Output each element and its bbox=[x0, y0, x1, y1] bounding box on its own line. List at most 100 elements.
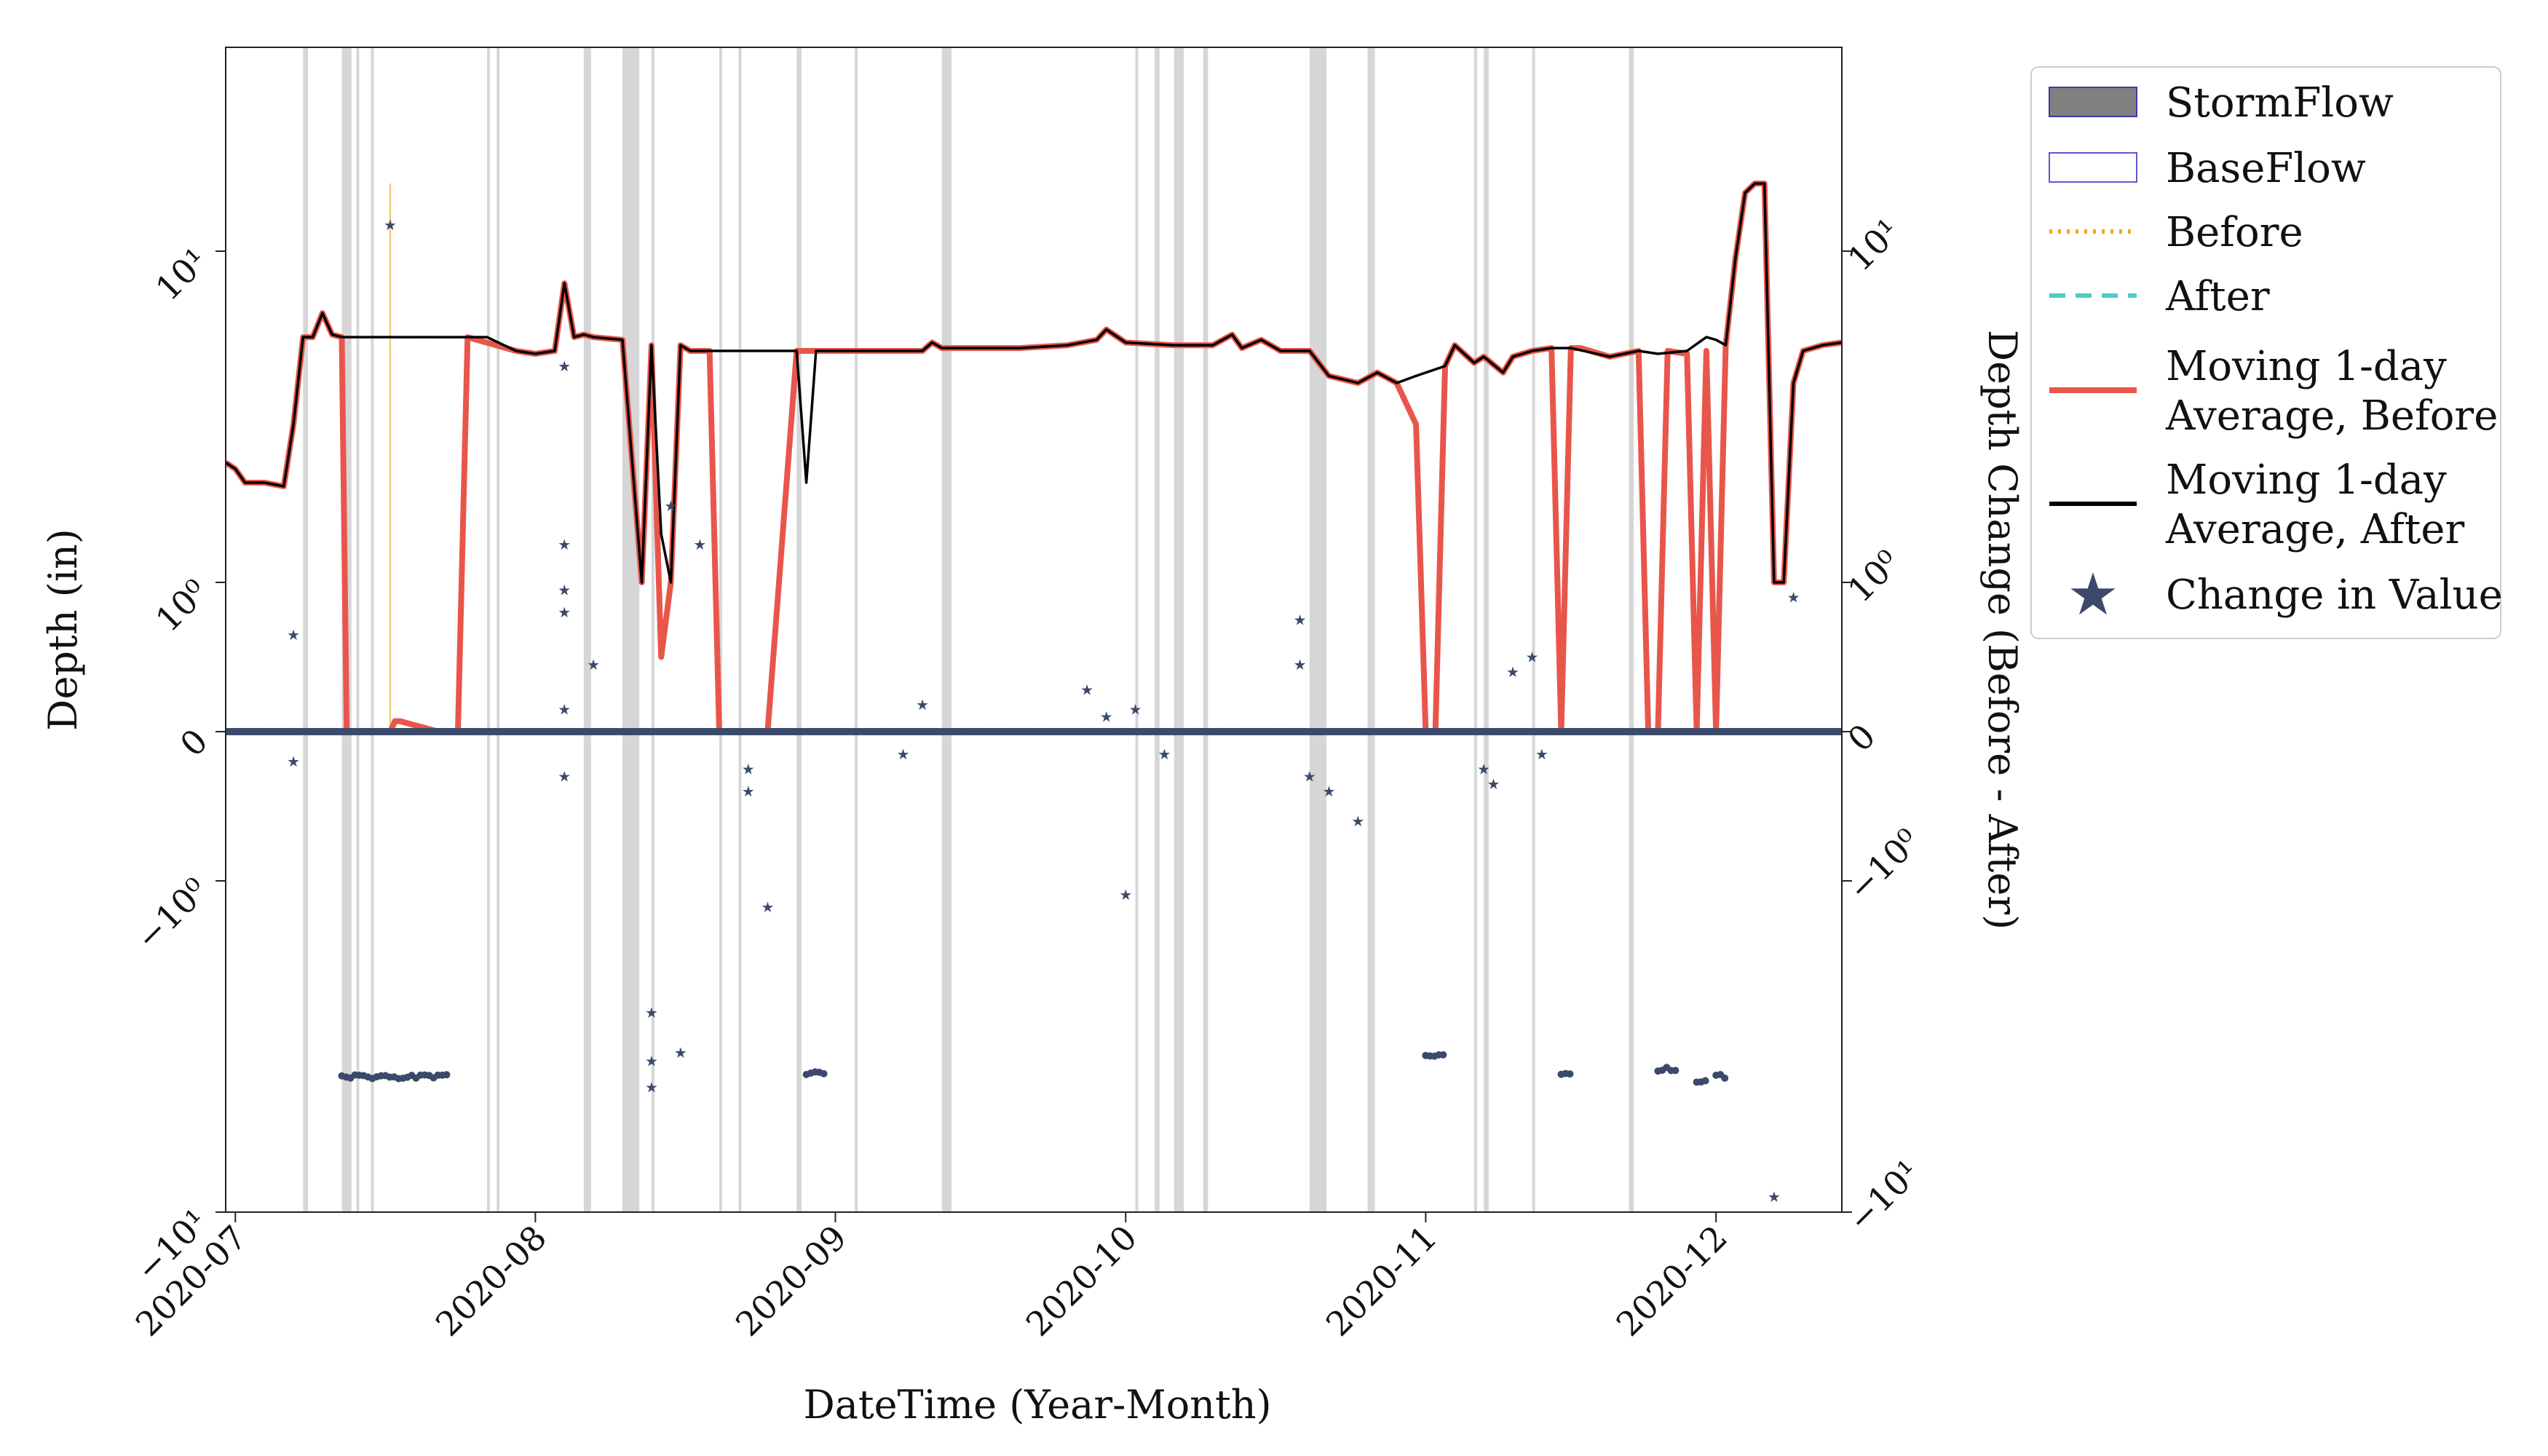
change-point: ★ bbox=[1526, 649, 1539, 666]
y2-tick-label: −10⁰ bbox=[1840, 821, 1928, 909]
change-point: ★ bbox=[287, 753, 300, 770]
change-point: ★ bbox=[674, 1044, 687, 1061]
axis-ticks: 2020-07 2020-08 2020-09 2020-10 2020-11 2020-… bbox=[128, 211, 1928, 1344]
stormflow-bands bbox=[303, 47, 1634, 1212]
stormflow-band bbox=[1629, 47, 1634, 1212]
change-point: ★ bbox=[1080, 681, 1093, 699]
change-point-cluster bbox=[1702, 1077, 1709, 1085]
change-point: ★ bbox=[1119, 886, 1132, 903]
change-point: ★ bbox=[1129, 700, 1142, 718]
stormflow-band bbox=[719, 47, 722, 1212]
stormflow-band bbox=[1174, 47, 1184, 1212]
legend-label: StormFlow bbox=[2166, 79, 2394, 127]
change-point-cluster bbox=[1671, 1067, 1679, 1074]
legend-swatch bbox=[2049, 153, 2137, 182]
change-point: ★ bbox=[287, 626, 300, 644]
y2-tick-label: 10⁰ bbox=[1840, 542, 1908, 610]
stormflow-band bbox=[487, 47, 490, 1212]
x-tick-label: 2020-10 bbox=[1018, 1218, 1144, 1344]
change-point: ★ bbox=[558, 536, 571, 553]
change-point: ★ bbox=[645, 1004, 658, 1021]
change-point: ★ bbox=[558, 604, 571, 621]
stormflow-band bbox=[1136, 47, 1139, 1212]
stormflow-band bbox=[739, 47, 742, 1212]
change-point: ★ bbox=[742, 783, 755, 800]
plot-frame bbox=[226, 47, 1842, 1212]
x-tick-label: 2020-09 bbox=[728, 1218, 854, 1344]
legend-swatch: ★ bbox=[2067, 561, 2119, 628]
change-point-cluster bbox=[1439, 1051, 1447, 1059]
change-point-cluster bbox=[1567, 1070, 1574, 1077]
change-point: ★ bbox=[1535, 745, 1548, 763]
x-tick-label: 2020-12 bbox=[1609, 1218, 1735, 1344]
stormflow-band bbox=[1310, 47, 1326, 1212]
change-point: ★ bbox=[1506, 663, 1519, 681]
change-point: ★ bbox=[645, 1053, 658, 1070]
change-point: ★ bbox=[742, 760, 755, 778]
stormflow-band bbox=[1368, 47, 1375, 1212]
change-point: ★ bbox=[558, 700, 571, 718]
change-point: ★ bbox=[916, 696, 929, 713]
stormflow-band bbox=[942, 47, 951, 1212]
stormflow-band bbox=[356, 47, 359, 1212]
y-tick-label: 0 bbox=[173, 721, 215, 764]
change-point: ★ bbox=[558, 581, 571, 598]
stormflow-band bbox=[1484, 47, 1489, 1212]
change-point: ★ bbox=[1351, 812, 1364, 830]
stormflow-band bbox=[371, 47, 373, 1212]
change-point: ★ bbox=[1303, 768, 1316, 786]
change-point: ★ bbox=[558, 768, 571, 786]
change-point: ★ bbox=[645, 1079, 658, 1096]
change-point: ★ bbox=[693, 536, 706, 553]
change-point-cluster bbox=[443, 1071, 451, 1078]
change-point: ★ bbox=[1322, 783, 1335, 800]
change-point: ★ bbox=[384, 216, 397, 234]
change-point: ★ bbox=[1294, 656, 1307, 673]
change-point: ★ bbox=[587, 656, 600, 673]
stormflow-band bbox=[622, 47, 639, 1212]
legend-label: Before bbox=[2166, 209, 2303, 256]
change-point: ★ bbox=[1100, 708, 1113, 726]
change-point: ★ bbox=[1294, 611, 1307, 628]
stormflow-band bbox=[1155, 47, 1160, 1212]
y2-axis-title: Depth Change (Before - After) bbox=[1979, 330, 2025, 930]
before-raw-trace bbox=[226, 183, 1842, 732]
x-tick-label: 2020-08 bbox=[428, 1218, 554, 1344]
stormflow-band bbox=[303, 47, 308, 1212]
stormflow-band bbox=[855, 47, 858, 1212]
change-point: ★ bbox=[761, 898, 774, 916]
legend-swatch bbox=[2049, 87, 2137, 116]
change-point: ★ bbox=[665, 497, 678, 515]
legend: StormFlow BaseFlow Before After Moving 1-day… bbox=[2031, 67, 2503, 638]
legend-label: Change in Value bbox=[2166, 571, 2503, 619]
legend-label: After bbox=[2165, 273, 2270, 320]
change-point: ★ bbox=[558, 357, 571, 375]
change-point: ★ bbox=[1768, 1188, 1781, 1206]
stormflow-band bbox=[1203, 47, 1208, 1212]
y-tick-label: 10⁰ bbox=[148, 572, 215, 640]
change-point: ★ bbox=[897, 745, 910, 763]
y2-tick-label: 0 bbox=[1840, 716, 1883, 759]
change-point: ★ bbox=[1787, 589, 1800, 606]
y2-tick-label: 10¹ bbox=[1840, 211, 1908, 279]
y-tick-label: 10¹ bbox=[148, 241, 215, 309]
series-lines bbox=[226, 183, 1842, 732]
stormflow-band bbox=[796, 47, 802, 1212]
y-axis-title: Depth (in) bbox=[40, 529, 86, 731]
change-point-cluster bbox=[1721, 1075, 1728, 1082]
x-tick-label: 2020-11 bbox=[1318, 1218, 1444, 1344]
stormflow-band bbox=[652, 47, 654, 1212]
y-tick-label: −10⁰ bbox=[128, 871, 215, 958]
x-axis-title: DateTime (Year-Month) bbox=[803, 1382, 1271, 1428]
change-point: ★ bbox=[1158, 745, 1171, 763]
series-line-avg-before bbox=[226, 183, 1842, 732]
change-point: ★ bbox=[1487, 775, 1500, 793]
legend-label: BaseFlow bbox=[2166, 145, 2366, 192]
y2-tick-label: −10¹ bbox=[1840, 1152, 1928, 1240]
stormflow-band bbox=[584, 47, 591, 1212]
change-point-cluster bbox=[820, 1070, 828, 1077]
stormflow-band bbox=[1532, 47, 1535, 1212]
stormflow-band bbox=[1474, 47, 1477, 1212]
stormflow-band bbox=[496, 47, 499, 1212]
